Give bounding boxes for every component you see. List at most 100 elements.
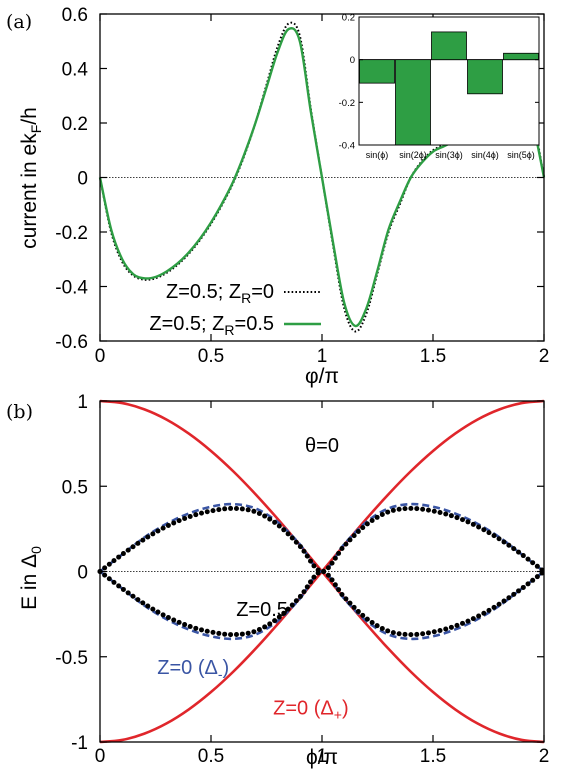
series-2-point [408,505,414,511]
series-2-point [481,527,487,533]
series-2-point [336,550,342,556]
y-tick-label: -0.6 [55,332,88,353]
series-2-point [390,630,396,636]
panel-b-x-axis-label: ϕ/π [306,746,338,769]
annotation-0: θ=0 [305,435,339,457]
series-2-point [262,624,268,630]
series-2-point [339,546,345,552]
series-2-point [343,541,349,547]
series-2-point [369,517,375,523]
series-2-point [355,529,361,535]
panel-a-inset: sin(ϕ) sin(2ϕ) sin(3ϕ) sin(4ϕ) sin(5ϕ) 0.2 0 -0… [339,13,540,160]
series-2-point [351,533,357,539]
series-2-point [106,561,112,567]
series-2-point [267,516,273,522]
series-2-point [272,618,278,624]
series-2-point [496,536,502,542]
x-tick-label: 0.5 [198,346,224,367]
series-2-point [297,593,303,599]
series-2-point [245,507,251,513]
series-2-point [374,514,380,520]
series-2-point [339,591,345,597]
series-2-point [102,565,108,571]
x-tick-label: 0 [95,346,106,367]
inset-category-label: sin(ϕ) [366,150,389,160]
series-2-point [520,584,526,590]
series-2-point [125,547,131,553]
series-2-point [501,539,507,545]
series-2-point [355,608,361,614]
series-2-point [239,631,245,637]
series-2-point [369,620,375,626]
series-2-point [465,618,471,624]
y-tick-label: 0.4 [62,60,89,81]
series-2-point [125,590,131,596]
series-2-point [145,534,151,540]
series-2-point [176,518,182,524]
series-2-point [414,506,420,512]
series-2-point [256,510,262,516]
series-2-point [145,603,151,609]
series-2-point [374,623,380,629]
x-tick-label: 1 [317,346,328,367]
series-2-point [216,507,222,513]
series-2-point [460,620,466,626]
series-2-point [491,604,497,610]
series-2-point [408,632,414,638]
inset-bar [359,59,395,84]
annotation-3: Z=0 (Δ+) [273,698,348,723]
series-2-point [481,610,487,616]
x-tick-label: 0 [95,746,106,767]
series-2-point [165,615,171,621]
series-2-point [293,539,299,545]
inset-bar [467,59,503,95]
series-2-point [171,520,177,526]
series-2-point [311,574,317,580]
series-2-point [267,621,273,627]
series-2-point [289,535,295,541]
series-2-point [233,631,239,637]
series-2-point [308,579,314,585]
series-2-point [402,631,408,637]
series-2-point [210,508,216,514]
series-2-point [530,577,536,583]
series-2-point [256,627,262,633]
panel-b: (b) 0 0.5 1 1.5 2 -1 -0.5 0 0.5 1 ϕ/π E in Δ0 θ=0… [6,392,549,769]
series-2-point [516,549,522,555]
panel-b-ticks: 0 0.5 1 1.5 2 -1 -0.5 0 0.5 1 [55,392,549,767]
series-2-point [276,614,282,620]
series-2-point [360,612,366,618]
inset-category-label: sin(3ϕ) [435,150,463,160]
series-2-point [448,513,454,519]
series-2-point [193,512,199,518]
series-2-point [116,554,122,560]
series-2-point [332,582,338,588]
series-2-point [534,574,540,580]
series-2-point [347,537,353,543]
x-tick-label: 0.5 [198,746,224,767]
series-2-point [364,521,370,527]
series-2-point [222,631,228,637]
series-2-point [272,519,278,525]
series-2-point [116,583,122,589]
series-2-point [102,572,108,578]
series-2-point [437,509,443,515]
x-tick-label: 1 [317,746,328,767]
series-2-point [501,598,507,604]
series-2-point [308,558,314,564]
series-2-point [332,555,338,561]
series-2-point [402,506,408,512]
series-2-point [111,558,117,564]
series-2-point [476,524,482,530]
series-2-point [315,570,321,576]
series-2-point [276,523,282,529]
series-2-point [470,521,476,527]
series-2-point [155,609,161,615]
series-2-point [425,507,431,513]
series-2-point [135,540,141,546]
inset-bar [431,31,467,61]
annotation-1: Z=0.5 [236,599,288,621]
series-2-point [351,604,357,610]
series-2-point [301,589,307,595]
